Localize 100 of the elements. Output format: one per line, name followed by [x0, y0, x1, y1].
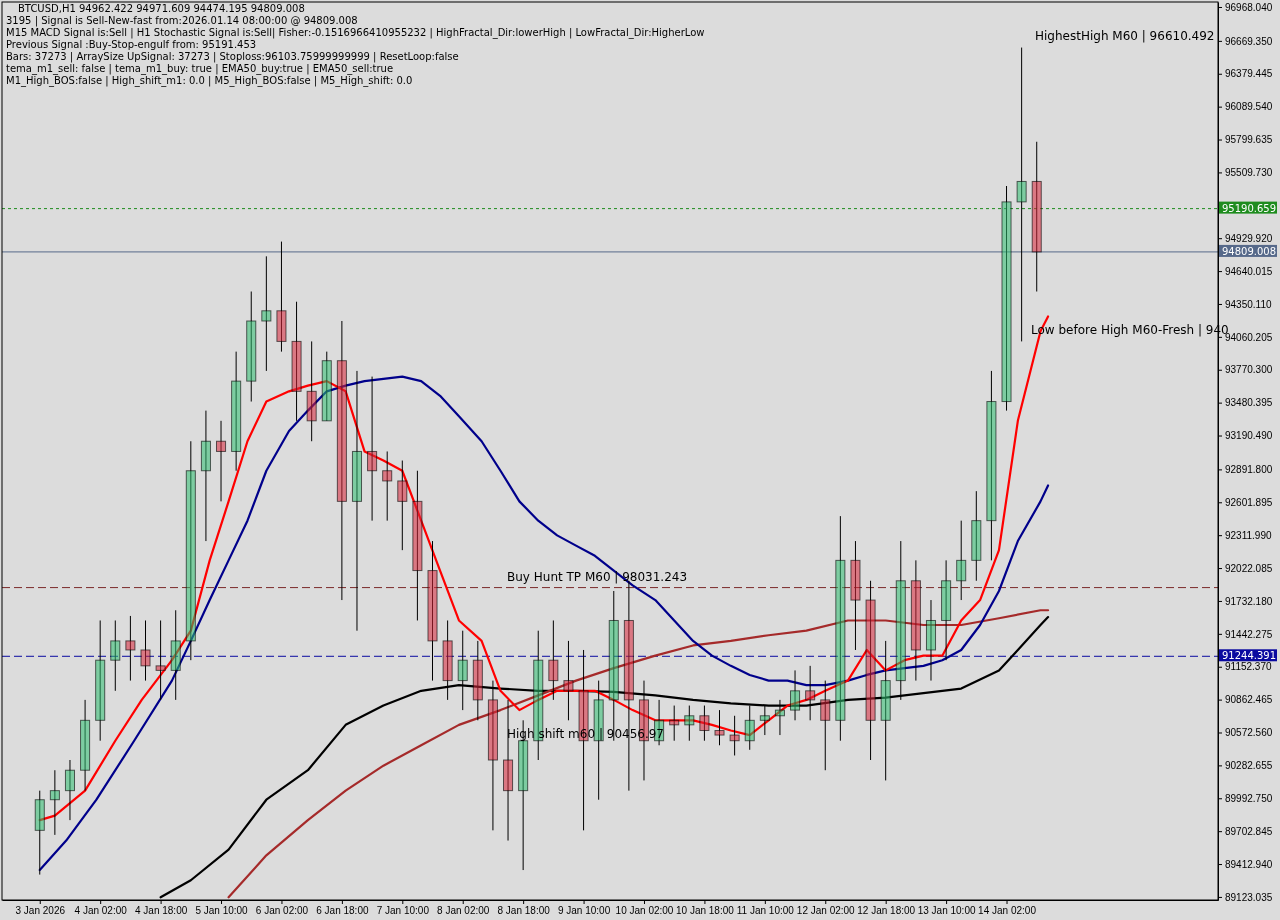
- y-tick-label: 96968.040: [1225, 1, 1273, 13]
- candlestick: [956, 520, 967, 601]
- candlestick: [971, 490, 982, 582]
- candlestick: [1016, 47, 1027, 342]
- candlestick: [321, 351, 332, 422]
- candlestick: [200, 410, 211, 542]
- y-tick-label: 89123.035: [1225, 891, 1273, 903]
- y-tick-label: 94929.920: [1225, 232, 1273, 244]
- candlestick: [80, 699, 91, 792]
- annotation: Bars: 37273 | ArraySize UpSignal: 37273 | Stoploss:96103.75999999999 | ResetLoop:false: [6, 51, 459, 63]
- y-tick-label: 95509.730: [1225, 167, 1273, 179]
- candlestick: [155, 619, 166, 701]
- x-tick-label: 3 Jan 2026: [15, 905, 66, 917]
- y-tick-label: 91732.180: [1225, 595, 1273, 607]
- ref-line-label: 91244.391: [1222, 650, 1277, 662]
- x-tick-label: 7 Jan 10:00: [376, 905, 430, 917]
- y-tick-label: 89702.845: [1225, 825, 1273, 837]
- candlestick: [699, 705, 710, 742]
- candlestick: [140, 619, 151, 682]
- candlestick: [351, 370, 363, 632]
- annotation: tema_m1_sell: false | tema_m1_buy: true | EMA50_buy:true | EMA50_sell:true: [6, 63, 394, 75]
- candlestick: [125, 615, 136, 682]
- candlestick: [1001, 185, 1012, 412]
- y-tick-label: 92022.085: [1225, 562, 1273, 574]
- candlestick: [261, 255, 272, 372]
- candlestick: [744, 705, 755, 751]
- candlestick: [336, 320, 347, 601]
- candlestick: [95, 619, 106, 742]
- candlestick: [110, 619, 121, 692]
- candlestick: [306, 340, 317, 442]
- y-tick-label: 89992.750: [1225, 792, 1273, 804]
- candlestick: [216, 420, 227, 502]
- y-tick-label: 90862.465: [1225, 694, 1273, 706]
- candlestick: [34, 790, 45, 876]
- x-tick-label: 6 Jan 02:00: [255, 905, 309, 917]
- candlestick: [669, 705, 680, 742]
- x-tick-label: 13 Jan 10:00: [917, 905, 976, 917]
- x-tick-label: 4 Jan 02:00: [74, 905, 128, 917]
- candlestick: [185, 440, 196, 661]
- x-tick-label: 8 Jan 18:00: [497, 905, 551, 917]
- x-tick-label: 4 Jan 18:00: [134, 905, 188, 917]
- y-tick-label: 90282.655: [1225, 760, 1273, 772]
- candlestick: [367, 376, 378, 522]
- candlestick: [49, 769, 60, 836]
- candlestick: [64, 759, 76, 821]
- y-tick-label: 93480.395: [1225, 397, 1273, 409]
- candlestick: [774, 699, 785, 736]
- line-series: [38, 375, 1050, 872]
- candlestick: [850, 540, 861, 651]
- candlestick: [759, 705, 770, 736]
- candlestick: [925, 599, 937, 682]
- x-tick-label: 12 Jan 18:00: [857, 905, 916, 917]
- candlestick: [714, 709, 725, 746]
- ref-line-label: 95190.659: [1222, 202, 1277, 214]
- candlestick: [910, 559, 921, 682]
- ref-line-label: 94809.008: [1222, 245, 1277, 257]
- x-tick-label: 10 Jan 18:00: [676, 905, 735, 917]
- y-tick-label: 91442.275: [1225, 628, 1273, 640]
- y-tick-label: 96089.540: [1225, 101, 1273, 113]
- candlestick: [548, 619, 559, 701]
- candlestick: [941, 559, 952, 661]
- y-tick-label: 91152.370: [1225, 661, 1272, 673]
- candlestick: [790, 669, 801, 721]
- candlestick: [1031, 141, 1042, 292]
- y-tick-label: 96379.445: [1225, 68, 1273, 80]
- candlestick: [412, 470, 423, 621]
- annotation: M15 MACD Signal is:Sell | H1 Stochastic Signal is:Sell| Fisher:-0.1516966410955232 | HighFractal_Dir:lowerHigh | LowFractal_Dir:HigherLow: [6, 27, 705, 39]
- candlestick: [291, 301, 302, 422]
- candlestick: [593, 680, 604, 801]
- candlestick: [684, 705, 695, 742]
- x-tick-label: 11 Jan 10:00: [736, 905, 795, 917]
- candlestick: [487, 680, 498, 831]
- candlestick: [805, 665, 816, 721]
- y-tick-label: 92311.990: [1225, 529, 1272, 541]
- x-tick-label: 5 Jan 10:00: [195, 905, 249, 917]
- x-tick-label: 10 Jan 02:00: [615, 905, 674, 917]
- chart-title: BTCUSD,H1 94962.422 94971.609 94474.195 94809.008: [18, 3, 305, 14]
- candlestick: [457, 630, 468, 711]
- x-tick-label: 8 Jan 02:00: [437, 905, 490, 917]
- x-tick-label: 6 Jan 18:00: [316, 905, 369, 917]
- annotation: M1_High_BOS:false | High_shift_m1: 0.0 | M5_High_BOS:false | M5_High_shift: 0.0: [6, 75, 413, 87]
- annotation: HighestHigh M60 | 96610.492: [1035, 29, 1215, 43]
- annotation: Previous Signal :Buy-Stop-engulf from: 95191.453: [6, 39, 257, 50]
- y-tick-label: 94350.110: [1225, 298, 1272, 310]
- x-tick-label: 12 Jan 02:00: [796, 905, 856, 917]
- candlestick: [986, 370, 997, 561]
- candlestick: [397, 460, 408, 551]
- annotation: 3195 | Signal is Sell-New-fast from:2026.01.14 08:00:00 @ 94809.008: [6, 15, 358, 27]
- y-tick-label: 89412.940: [1225, 858, 1273, 870]
- y-tick-label: 92891.800: [1225, 464, 1273, 476]
- annotation: Buy Hunt TP M60 | 98031.243: [507, 570, 688, 584]
- candlestick: [729, 715, 740, 756]
- y-tick-label: 90572.560: [1225, 727, 1273, 739]
- y-tick-label: 95799.635: [1225, 134, 1273, 146]
- y-tick-label: 94640.015: [1225, 265, 1273, 277]
- candlestick: [472, 640, 483, 721]
- candlestick: [231, 351, 242, 472]
- x-tick-label: 9 Jan 10:00: [557, 905, 611, 917]
- candlestick: [563, 640, 574, 721]
- x-tick-label: 14 Jan 02:00: [978, 905, 1037, 917]
